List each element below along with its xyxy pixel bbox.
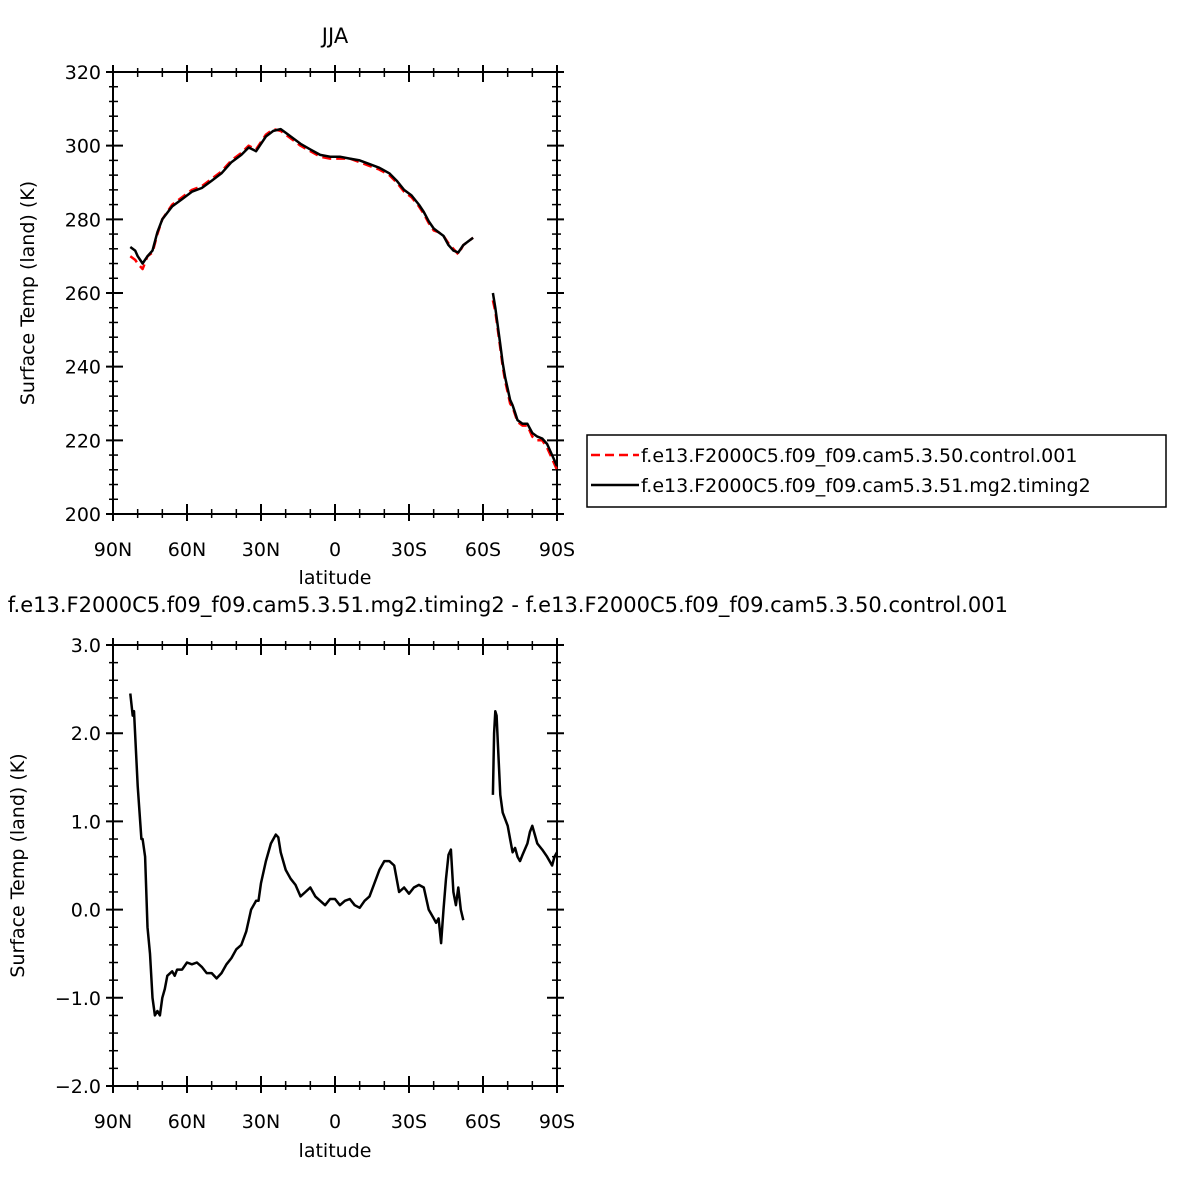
x-tick-label: 60S: [465, 539, 501, 561]
series-line-2-segment-1: [129, 127, 474, 265]
y-tick-label: 260: [65, 283, 101, 305]
x-tick-label: 30S: [391, 1111, 427, 1133]
chart-panel-1: JJA 200 220 240 260 280 300 320 90N 60N 30N 0 30S 60S…: [17, 24, 1167, 589]
x-tick-label: 30N: [242, 1111, 280, 1133]
x-axis-label: latitude: [299, 567, 372, 589]
x-tick-label: 0: [329, 539, 341, 561]
legend-entry-1: f.e13.F2000C5.f09_f09.cam5.3.50.control.…: [641, 445, 1077, 467]
y-axis-label: Surface Temp (land) (K): [17, 181, 39, 405]
series-line-2-segment-2: [491, 292, 559, 467]
legend-entry-2: f.e13.F2000C5.f09_f09.cam5.3.51.mg2.timi…: [641, 475, 1091, 497]
x-tick-label: 30N: [242, 539, 280, 561]
x-tick-label: 30S: [391, 539, 427, 561]
y-tick-label: 300: [65, 136, 101, 158]
x-tick-label: 60N: [168, 1111, 206, 1133]
y-tick-label: 240: [65, 357, 101, 379]
y-tick-label: 220: [65, 430, 101, 452]
series-line-1-segment-1: [129, 127, 474, 271]
x-tick-label: 0: [329, 1111, 341, 1133]
plot-frame: [112, 71, 558, 515]
x-tick-label: 90N: [94, 539, 132, 561]
series-line-1-segment-1: [129, 693, 465, 1017]
y-tick-label: 320: [65, 62, 101, 84]
chart-title: JJA: [320, 24, 349, 48]
y-axis-label: Surface Temp (land) (K): [7, 753, 29, 977]
y-tick-label: 280: [65, 209, 101, 231]
y-tick-label: −1.0: [55, 988, 101, 1010]
x-tick-label: 90S: [539, 539, 575, 561]
y-tick-label: 0.0: [71, 900, 101, 922]
legend-box: [586, 434, 1167, 508]
x-tick-label: 60S: [465, 1111, 501, 1133]
x-tick-label: 60N: [168, 539, 206, 561]
chart-title: f.e13.F2000C5.f09_f09.cam5.3.51.mg2.timi…: [8, 593, 1008, 618]
y-tick-label: 1.0: [71, 811, 101, 833]
x-axis-label: latitude: [299, 1140, 372, 1162]
y-tick-label: 3.0: [71, 635, 101, 657]
x-tick-label: 90S: [539, 1111, 575, 1133]
chart-panel-2: f.e13.F2000C5.f09_f09.cam5.3.51.mg2.timi…: [7, 593, 1008, 1162]
x-tick-label: 90N: [94, 1111, 132, 1133]
series-line-1-segment-2: [491, 709, 559, 867]
y-tick-label: 2.0: [71, 723, 101, 745]
y-tick-label: 200: [65, 504, 101, 526]
plot-frame: [112, 644, 558, 1087]
y-tick-label: −2.0: [55, 1076, 101, 1098]
legend: f.e13.F2000C5.f09_f09.cam5.3.50.control.…: [586, 434, 1167, 508]
